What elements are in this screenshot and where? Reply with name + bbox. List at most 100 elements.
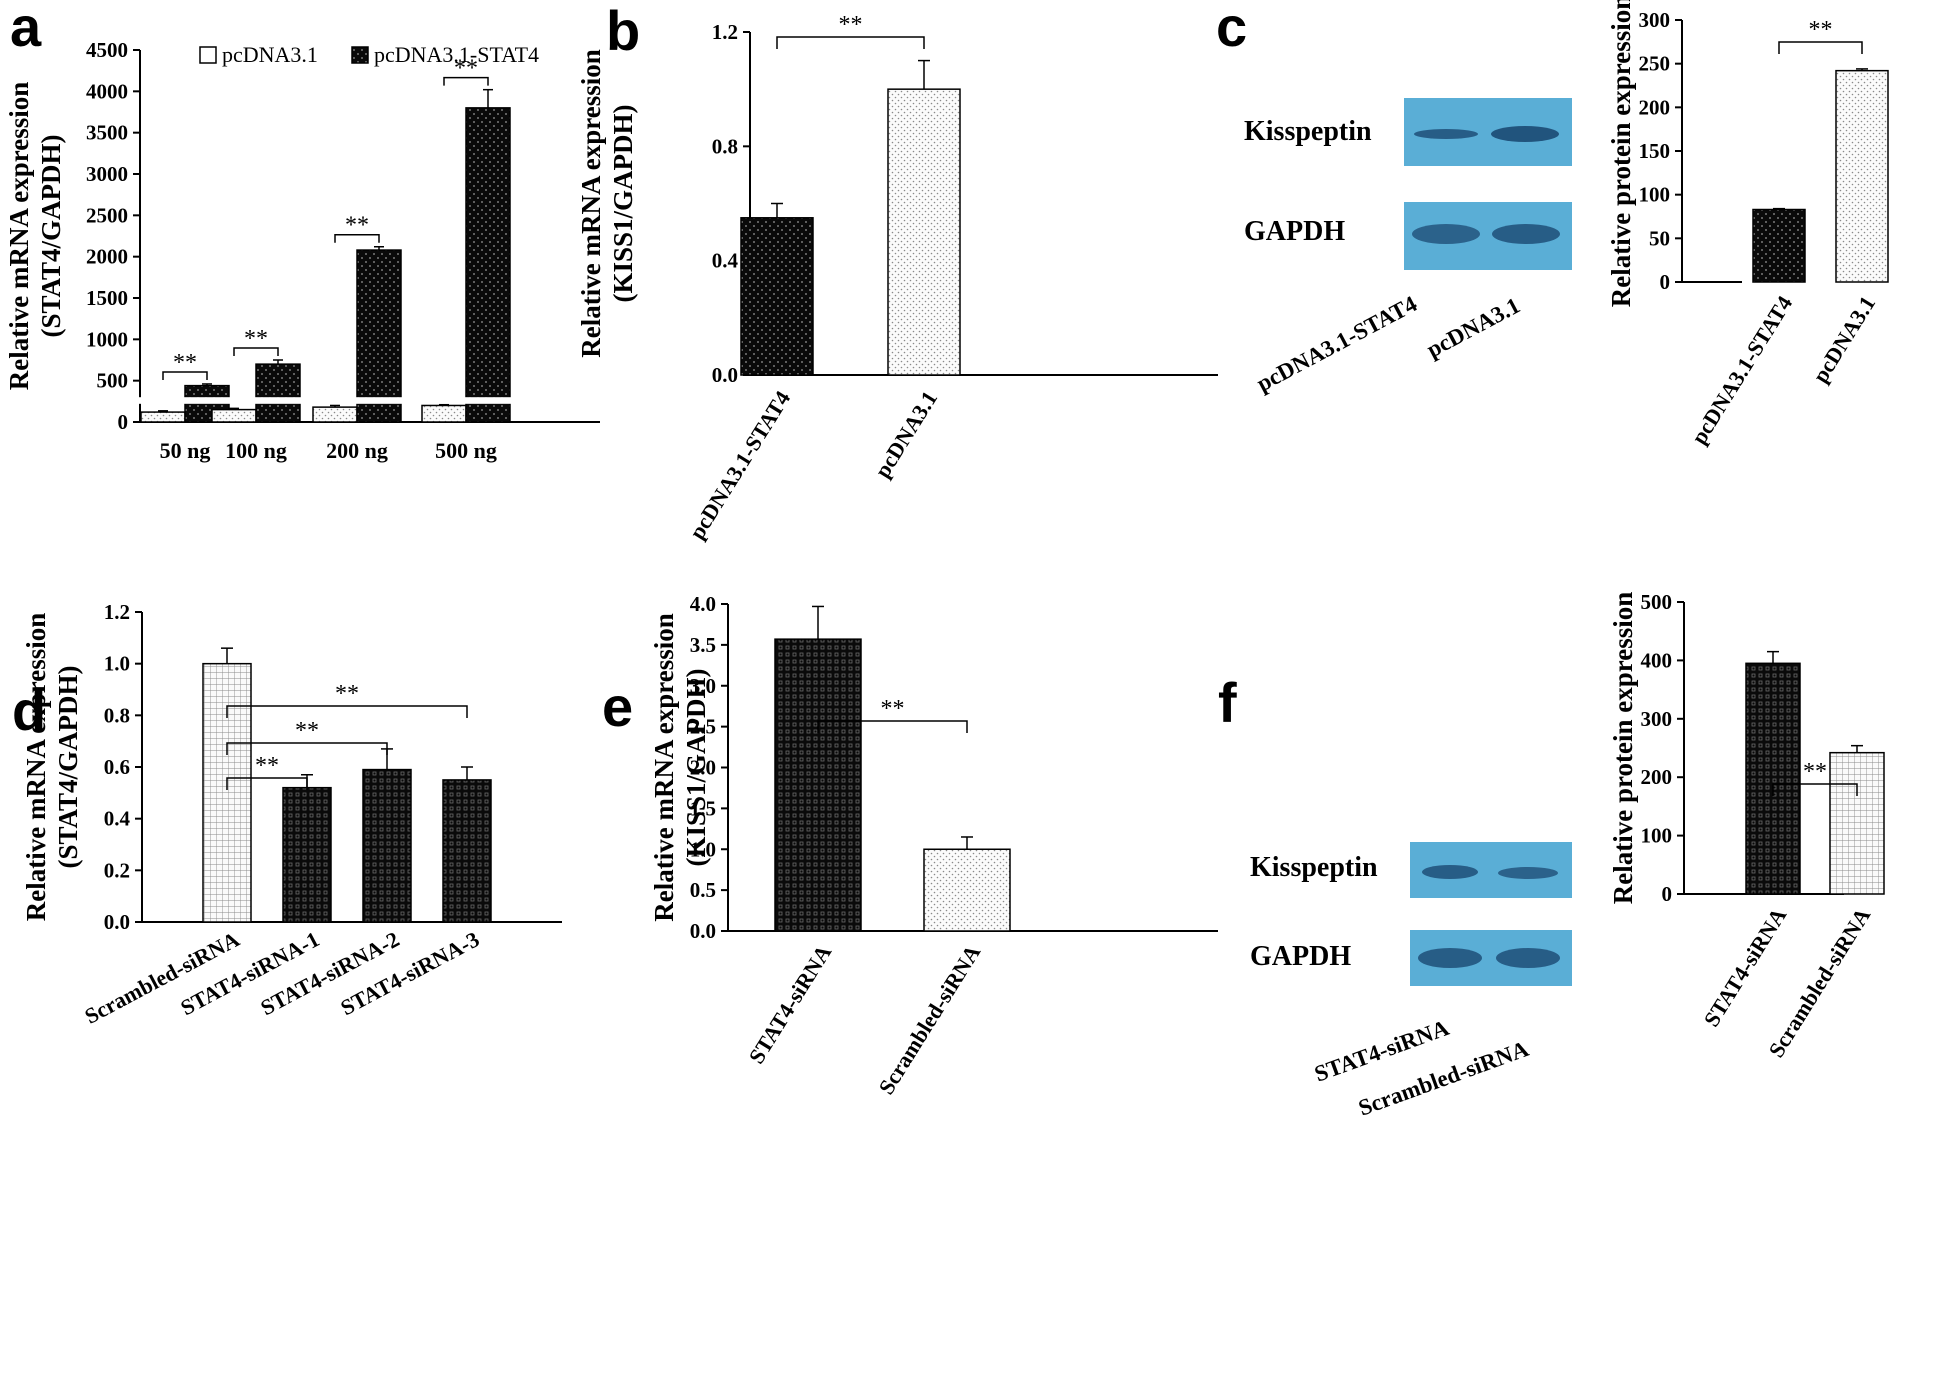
y-tick-label-e: 3.0 (690, 674, 716, 698)
y-tick-label-f: 500 (1641, 590, 1673, 614)
y-axis-label-e: (KISS1/GAPDH) (681, 668, 711, 866)
y-tick-label-a: 1500 (86, 286, 128, 310)
y-tick-label-e: 1.0 (690, 837, 716, 861)
y-tick-label-a: 0 (118, 410, 129, 434)
y-tick-label-f: 200 (1641, 765, 1673, 789)
chart-d: 0.0 0.2 0.4 0.6 0.8 1.0 1.2 Relative mRNA expre… (21, 600, 562, 1029)
y-tick-label-b: 1.2 (712, 20, 738, 44)
y-tick-label-a: 1000 (86, 327, 128, 351)
significance-label-d: ** (335, 681, 359, 707)
significance-bracket-f (1772, 783, 1858, 796)
panel-letter-c: c (1216, 0, 1247, 58)
y-tick-label-c: 300 (1639, 8, 1671, 32)
x-category-label-a: 50 ng (160, 438, 211, 463)
y-tick-label-b: 0.4 (712, 249, 739, 273)
bar-a-pcDNA3.1 (312, 406, 358, 423)
significance-label-a: ** (454, 56, 478, 82)
blot-c: Kisspeptin GAPDH pcDNA3.1-STAT4 pcDNA3.1 (1244, 98, 1572, 396)
bar-e (774, 638, 862, 932)
x-category-label-c: pcDNA3.1 (1808, 291, 1881, 387)
legend-label-pcdna: pcDNA3.1 (222, 42, 318, 67)
blot-f-band-2-2 (1496, 948, 1560, 968)
significance-label-a: ** (173, 350, 197, 376)
y-tick-label-f: 0 (1662, 882, 1673, 906)
y-tick-label-e: 2.0 (690, 756, 716, 780)
y-tick-label-d: 1.0 (104, 652, 130, 676)
y-tick-label-b: 0.0 (712, 363, 738, 387)
chart-a: 0 500 1000 1500 2000 2500 3000 3500 4000 4500 Rela… (4, 38, 602, 463)
panel-letter-b: b (606, 0, 640, 62)
y-tick-label-c: 0 (1660, 270, 1671, 294)
bar-c (1752, 208, 1806, 283)
y-tick-label-a: 3500 (86, 121, 128, 145)
panel-letter-a: a (10, 0, 42, 58)
y-tick-label-e: 4.0 (690, 592, 716, 616)
y-tick-label-b: 0.8 (712, 134, 738, 158)
significance-bracket-d (226, 777, 308, 790)
y-axis-label-f: Relative protein expression (1608, 592, 1638, 904)
y-tick-label-f: 300 (1641, 707, 1673, 731)
y-axis-label-d: (STAT4/GAPDH) (53, 665, 83, 868)
y-tick-label-a: 4500 (86, 38, 128, 62)
y-axis-label-b: (KISS1/GAPDH) (608, 104, 638, 302)
bar-a-pcDNA3.1 (140, 411, 186, 423)
y-axis-label-c: Relative protein expression (1606, 0, 1636, 307)
blot-c-row-kisspeptin: Kisspeptin (1244, 116, 1372, 147)
y-tick-label-f: 400 (1641, 648, 1673, 672)
bar-a-pcDNA3.1-STAT4 (255, 363, 301, 423)
blot-c-band-2-1 (1412, 224, 1480, 244)
bar-a-pcDNA3.1-STAT4 (465, 107, 511, 423)
y-tick-label-e: 2.5 (690, 715, 716, 739)
blot-f-row-gapdh: GAPDH (1250, 941, 1351, 972)
significance-label-a: ** (345, 213, 369, 239)
significance-label-b: ** (839, 12, 863, 38)
bar-b (740, 217, 814, 376)
bar-d (442, 779, 492, 923)
blot-c-band-1-2 (1491, 126, 1559, 142)
y-tick-label-c: 200 (1639, 95, 1671, 119)
bar-d (282, 786, 332, 923)
y-axis-label-a: Relative mRNA expression (4, 82, 34, 390)
blot-f-band-1-1 (1422, 865, 1478, 879)
legend-a: pcDNA3.1 pcDNA3.1-STAT4 (199, 42, 539, 67)
y-tick-label-d: 0.4 (104, 807, 131, 831)
significance-bracket-d (226, 705, 468, 718)
significance-bracket-a (162, 371, 208, 380)
y-tick-label-f: 100 (1641, 824, 1673, 848)
blot-c-lane-2: pcDNA3.1 (1423, 293, 1524, 363)
significance-bracket-d (226, 742, 388, 755)
y-tick-label-d: 0.2 (104, 858, 130, 882)
y-axis-label-b: Relative mRNA expression (576, 49, 606, 357)
x-category-label-a: 500 ng (435, 438, 497, 463)
bar-f (1829, 751, 1885, 895)
y-tick-label-c: 100 (1639, 183, 1671, 207)
y-tick-label-e: 1.5 (690, 796, 716, 820)
significance-label-e: ** (881, 696, 905, 722)
y-tick-label-c: 150 (1639, 139, 1671, 163)
bar-a-pcDNA3.1 (421, 404, 467, 423)
y-tick-label-d: 1.2 (104, 600, 130, 624)
legend-label-stat4: pcDNA3.1-STAT4 (374, 42, 539, 67)
blot-c-band-2-2 (1492, 224, 1560, 244)
y-tick-label-a: 4000 (86, 79, 128, 103)
significance-label-c: ** (1809, 17, 1833, 43)
legend-swatch-stat4 (351, 46, 369, 64)
bar-c (1835, 69, 1889, 283)
x-category-label-f: STAT4-siRNA (1699, 903, 1792, 1031)
blot-f-row-kisspeptin: Kisspeptin (1250, 852, 1378, 883)
significance-bracket-a (233, 347, 279, 356)
y-tick-label-c: 50 (1649, 226, 1670, 250)
y-tick-label-d: 0.0 (104, 910, 130, 934)
bar-a-pcDNA3.1-STAT4 (356, 249, 402, 423)
y-tick-label-e: 3.5 (690, 633, 716, 657)
significance-label-a: ** (244, 326, 268, 352)
y-axis-label-a: (STAT4/GAPDH) (36, 134, 66, 337)
y-tick-label-a: 500 (97, 369, 129, 393)
y-tick-label-a: 2500 (86, 203, 128, 227)
significance-bracket-c (1778, 41, 1863, 54)
blot-c-band-1-1 (1414, 129, 1478, 139)
bar-f (1745, 662, 1801, 895)
